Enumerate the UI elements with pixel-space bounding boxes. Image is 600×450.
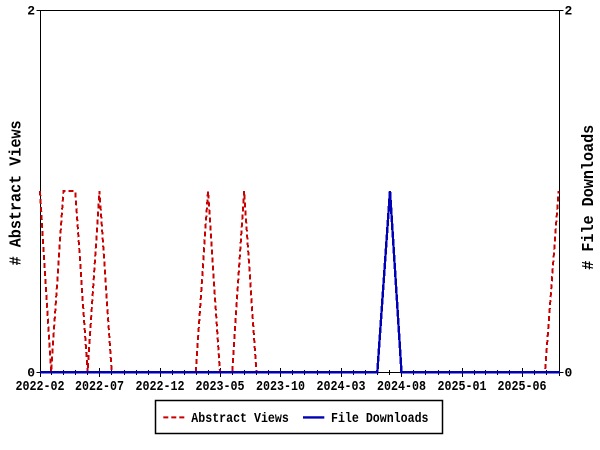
svg-text:Abstract Views: Abstract Views [191,412,288,427]
svg-text:# File Downloads: # File Downloads [580,125,599,270]
svg-text:# Abstract Views: # Abstract Views [8,120,27,265]
svg-text:2024-03: 2024-03 [317,380,366,395]
svg-text:2025-06: 2025-06 [498,380,547,395]
svg-text:2023-05: 2023-05 [196,380,245,395]
svg-text:2022-07: 2022-07 [75,380,124,395]
svg-text:2024-08: 2024-08 [377,380,426,395]
svg-text:2025-01: 2025-01 [438,380,487,395]
svg-text:2022-12: 2022-12 [136,380,185,395]
svg-text:2022-02: 2022-02 [16,380,65,395]
svg-text:2: 2 [565,4,573,19]
svg-text:0: 0 [565,366,573,381]
svg-text:File Downloads: File Downloads [331,412,429,427]
svg-text:0: 0 [27,366,35,381]
svg-text:2023-10: 2023-10 [256,380,305,395]
svg-text:2: 2 [27,4,35,19]
